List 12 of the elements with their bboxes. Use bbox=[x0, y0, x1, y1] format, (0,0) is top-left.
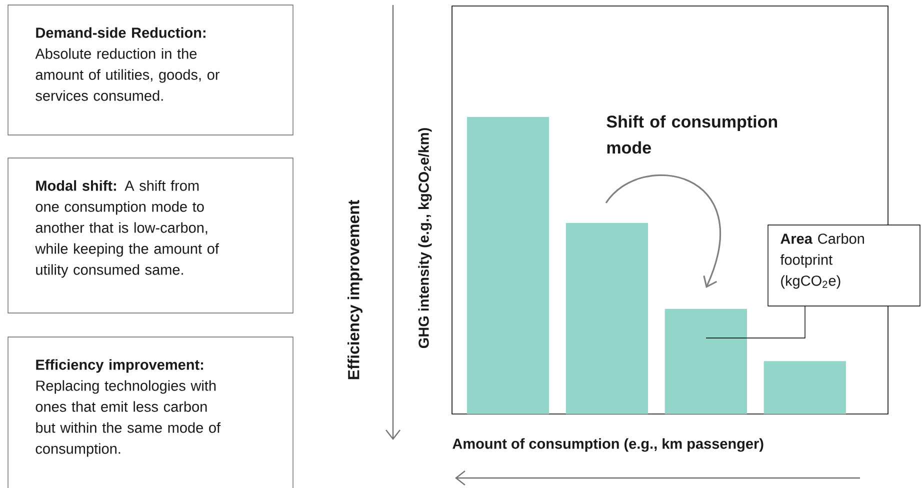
text: Demand-side Reduction: Absolute reduction in the amount of utilities, goods, or services consumed. bbox=[35, 27, 220, 101]
text: Efficiency improvement bbox=[348, 200, 362, 380]
bar bbox=[764, 361, 846, 414]
x-axis-title: Amount of consumption (e.g., km passenger) bbox=[452, 438, 764, 452]
annotation: Shift of consumption mode bbox=[606, 115, 778, 154]
annotation: Area Carbon footprint (kgCO$_{2}$e) bbox=[780, 233, 864, 289]
y-axis-title: GHG intensity (e.g., kgCO$_{2}$e/km) bbox=[418, 128, 432, 348]
bar bbox=[466, 117, 550, 414]
bar bbox=[566, 223, 648, 414]
bar bbox=[664, 308, 747, 414]
text: Efficiency improvement: Replacing technologies with ones that emit less carbon but within the same mode of consumption. bbox=[36, 359, 221, 457]
text: Modal shift: A shift from one consumption mode to another that is low-carbon, while keeping the amount of utility consumed same. bbox=[35, 180, 219, 278]
